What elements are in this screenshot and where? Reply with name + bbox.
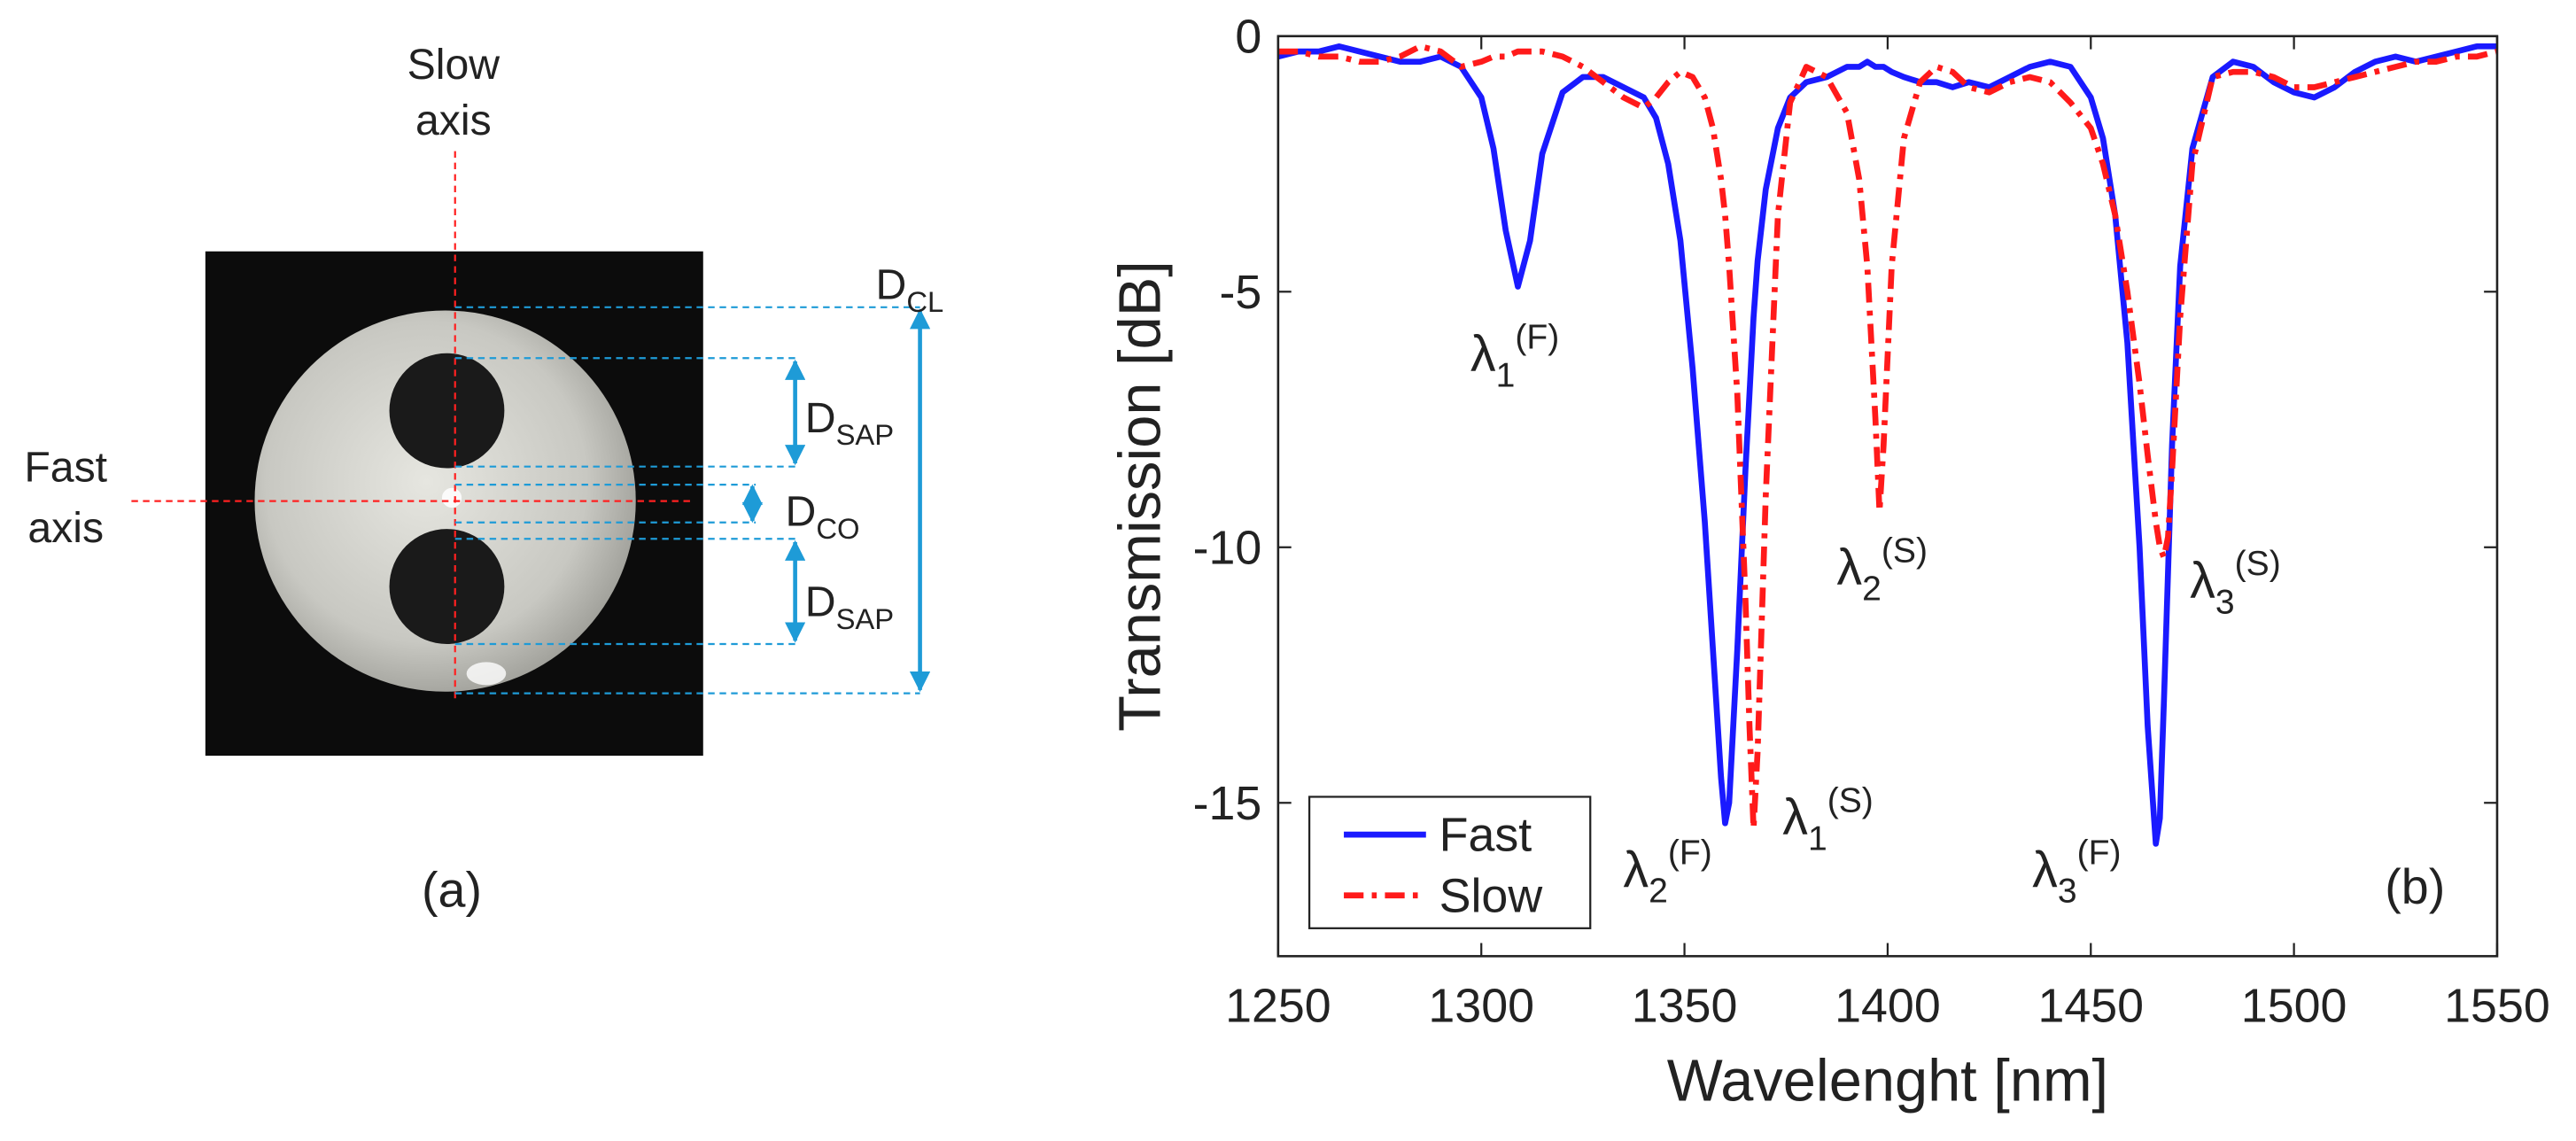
legend-label: Fast — [1439, 809, 1532, 862]
y-tick-label: -5 — [1220, 266, 1262, 319]
x-tick-label: 1450 — [2037, 980, 2144, 1033]
annotation-sub: 2 — [1862, 570, 1882, 608]
panel-a: Slow axis Fast axis (a) — [24, 41, 931, 918]
dimension-label-sub: SAP — [836, 418, 895, 451]
slow-axis-label: Slow — [407, 41, 500, 89]
plot-frame — [1276, 35, 2499, 958]
annotation-sup: (F) — [1515, 318, 1559, 356]
x-tick-label: 1400 — [1835, 980, 1941, 1033]
annotation-main: λ — [1623, 842, 1649, 898]
data-line — [1277, 43, 2498, 832]
annotation-sup: (F) — [2077, 834, 2122, 873]
dimension-guides — [454, 306, 920, 695]
x-axis-label: Wavelenght [nm] — [1667, 1049, 2108, 1114]
annotation-main: λ — [1782, 789, 1808, 846]
fast-axis-label: Fast — [24, 443, 107, 491]
x-tick-label: 1300 — [1428, 980, 1534, 1033]
dimension-label-main: D — [876, 261, 907, 309]
annotation: λ3(S) — [2190, 545, 2281, 621]
annotation-main: λ — [1836, 539, 1862, 596]
highlight — [466, 662, 507, 686]
panel-label: (a) — [422, 863, 482, 918]
data-line — [1277, 43, 2497, 847]
y-tick-label: -15 — [1193, 777, 1262, 830]
annotation-sub: 3 — [2215, 583, 2235, 621]
dimension-label-main: D — [786, 487, 817, 535]
x-tick-label: 1250 — [1225, 980, 1331, 1033]
annotation-sub: 3 — [2058, 873, 2077, 911]
legend-label: Slow — [1439, 869, 1543, 922]
annotation-main: λ — [1470, 326, 1496, 383]
dimension-label-sub: SAP — [836, 602, 895, 635]
annotation-main: λ — [2032, 842, 2058, 898]
y-axis-label: Transmission [dB] — [1107, 260, 1173, 732]
y-tick-label: -10 — [1193, 521, 1262, 574]
annotation: λ1(S) — [1782, 781, 1874, 858]
annotation: λ2(S) — [1836, 532, 1928, 608]
dimension-label-main: D — [805, 394, 836, 442]
legend-box — [1307, 796, 1592, 929]
annotation-sub: 1 — [1808, 819, 1827, 858]
annotation-sub: 1 — [1496, 356, 1516, 394]
dimension-label-sub: CL — [906, 285, 943, 318]
x-tick-label: 1550 — [2444, 980, 2550, 1033]
dimension-label: DSAP — [805, 578, 894, 634]
annotation: λ2(F) — [1623, 834, 1711, 911]
annotation-sup: (S) — [1882, 532, 1928, 570]
x-tick-label: 1500 — [2241, 980, 2347, 1033]
annotation: λ3(F) — [2032, 834, 2121, 911]
dimension-label: DCL — [876, 261, 944, 318]
dimension-label-main: D — [805, 578, 836, 625]
annotation: λ1(F) — [1470, 318, 1559, 394]
annotation-sup: (S) — [1827, 781, 1874, 819]
dimension-label: DCO — [786, 487, 860, 544]
slow-axis-label: axis — [415, 97, 492, 144]
dimension-arrows — [741, 308, 931, 693]
stress-hole — [389, 529, 505, 644]
dimension-label-sub: CO — [816, 512, 859, 545]
annotation-main: λ — [2190, 553, 2215, 609]
annotation-sub: 2 — [1649, 873, 1668, 911]
annotation-sup: (F) — [1668, 834, 1712, 873]
fiber-core — [441, 487, 462, 508]
y-tick-label: 0 — [1235, 10, 1261, 63]
dimension-label: DSAP — [805, 394, 894, 451]
panel-label: (b) — [2385, 859, 2445, 914]
fast-axis-label: axis — [27, 504, 104, 552]
x-tick-label: 1350 — [1632, 980, 1738, 1033]
annotation-sup: (S) — [2235, 545, 2281, 583]
stress-hole — [389, 353, 505, 469]
